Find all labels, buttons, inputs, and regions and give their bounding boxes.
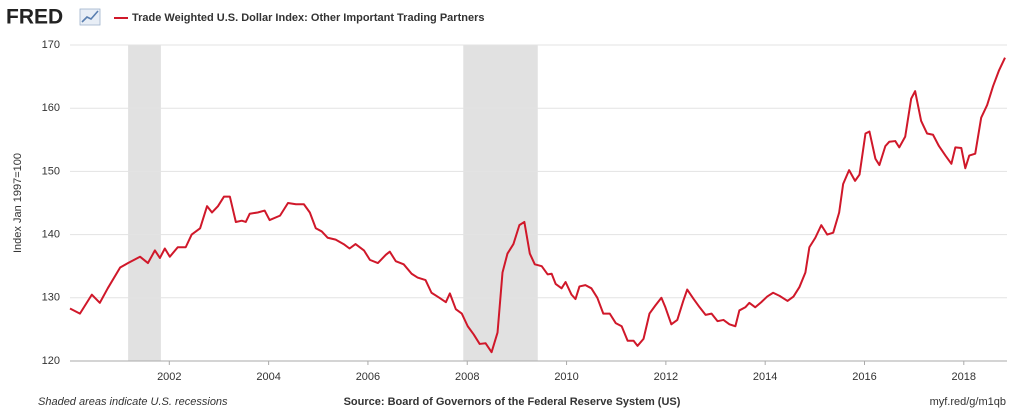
- x-tick-label: 2014: [753, 371, 777, 383]
- url: myf.red/g/m1qb: [930, 396, 1006, 408]
- y-tick-label: 140: [42, 229, 60, 241]
- data-line: [69, 57, 1006, 354]
- brand-logo: FRED: [6, 6, 63, 29]
- recession-band: [128, 45, 161, 361]
- x-tick-label: 2018: [952, 371, 976, 383]
- y-tick-label: 160: [42, 102, 60, 114]
- recession-note: Shaded areas indicate U.S. recessions: [38, 396, 228, 408]
- x-tick-label: 2016: [852, 371, 876, 383]
- x-tick-label: 2012: [654, 371, 678, 383]
- x-tick-label: 2008: [455, 371, 479, 383]
- recession-band: [463, 45, 538, 361]
- brand-icon: [79, 8, 101, 26]
- y-tick-label: 150: [42, 165, 60, 177]
- x-tick-label: 2002: [157, 371, 181, 383]
- y-axis-label: Index Jan 1997=100: [12, 153, 24, 253]
- x-tick-label: 2004: [256, 371, 280, 383]
- y-tick-label: 120: [42, 355, 60, 367]
- y-tick-label: 170: [42, 39, 60, 51]
- x-tick-label: 2010: [554, 371, 578, 383]
- y-tick-label: 130: [42, 292, 60, 304]
- source: Source: Board of Governors of the Federa…: [344, 396, 681, 408]
- legend-label: Trade Weighted U.S. Dollar Index: Other …: [132, 12, 484, 24]
- x-tick-label: 2006: [356, 371, 380, 383]
